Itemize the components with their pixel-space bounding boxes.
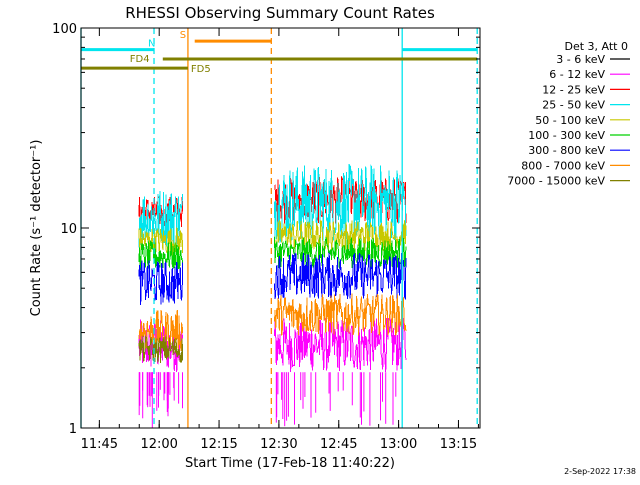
series-4-trace-1 bbox=[274, 219, 407, 253]
series-3-trace-1 bbox=[274, 163, 407, 244]
y-tick-label-2: 100 bbox=[52, 22, 77, 37]
series-6-trace-1 bbox=[274, 252, 407, 300]
y-axis-label: Count Rate (s⁻¹ detector⁻¹) bbox=[29, 140, 44, 317]
legend-title: Det 3, Att 0 bbox=[565, 40, 629, 53]
x-tick-label-0: 11:45 bbox=[81, 437, 118, 452]
x-tick-label-4: 12:45 bbox=[320, 437, 357, 452]
x-tick-label-5: 13:00 bbox=[380, 437, 417, 452]
series-5-trace-0 bbox=[138, 239, 184, 271]
series-7 bbox=[138, 293, 407, 352]
series-3 bbox=[138, 163, 407, 248]
data-layer bbox=[138, 163, 407, 428]
annotation-label-3: FD4 bbox=[130, 54, 150, 65]
series-6 bbox=[138, 252, 407, 305]
legend-label-7: 800 - 7000 keV bbox=[521, 159, 605, 172]
legend-label-4: 50 - 100 keV bbox=[535, 114, 605, 127]
x-axis-label: Start Time (17-Feb-18 11:40:22) bbox=[185, 456, 395, 471]
annotation-label-2: S bbox=[180, 30, 186, 41]
legend-label-3: 25 - 50 keV bbox=[542, 99, 605, 112]
annotation-label-4: FD5 bbox=[191, 64, 211, 75]
x-tick-label-3: 12:30 bbox=[260, 437, 297, 452]
chart-title: RHESSI Observing Summary Count Rates bbox=[125, 4, 435, 22]
x-tick-label-1: 12:00 bbox=[140, 437, 177, 452]
legend: Det 3, Att 0 3 - 6 keV 6 - 12 keV 12 - 25 … bbox=[507, 40, 630, 188]
legend-label-5: 100 - 300 keV bbox=[528, 129, 605, 142]
legend-label-6: 300 - 800 keV bbox=[528, 144, 605, 157]
axis-layer: 11:45 12:00 12:15 12:30 12:45 13:00 13:15 1 10 10… bbox=[52, 22, 480, 452]
series-7-trace-0 bbox=[138, 309, 184, 352]
y-tick-label-0: 1 bbox=[69, 422, 77, 437]
legend-label-8: 7000 - 15000 keV bbox=[507, 175, 605, 188]
footer-date: 2-Sep-2022 17:38 bbox=[564, 467, 636, 476]
series-1-trace-1 bbox=[274, 317, 407, 373]
legend-label-0: 3 - 6 keV bbox=[556, 53, 605, 66]
series-8 bbox=[138, 334, 184, 364]
series-7-trace-1 bbox=[274, 293, 407, 336]
annotation-label-0: N bbox=[148, 39, 155, 50]
legend-label-1: 6 - 12 keV bbox=[549, 68, 605, 81]
series-6-trace-0 bbox=[138, 260, 184, 305]
series-3-trace-0 bbox=[138, 190, 184, 248]
y-tick-label-1: 10 bbox=[60, 222, 77, 237]
series-8-trace-0 bbox=[138, 334, 184, 364]
x-tick-label-6: 13:15 bbox=[440, 437, 477, 452]
series-1 bbox=[138, 317, 407, 428]
legend-label-2: 12 - 25 keV bbox=[542, 83, 605, 96]
x-tick-label-2: 12:15 bbox=[200, 437, 237, 452]
